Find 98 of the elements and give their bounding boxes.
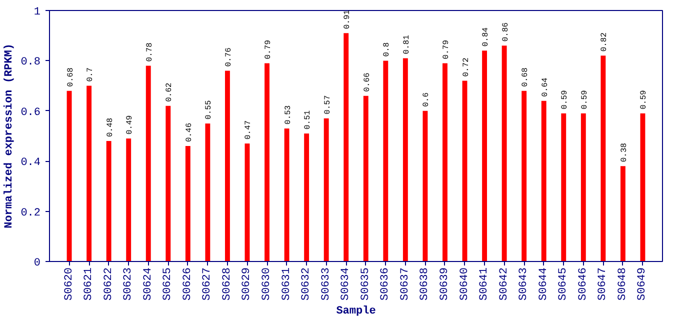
y-tick-label: 1 xyxy=(34,6,41,18)
y-tick-label: 0 xyxy=(34,258,41,270)
x-tick-label: S0642 xyxy=(498,267,510,301)
x-tick-label: S0633 xyxy=(320,267,332,301)
data-label: 0.78 xyxy=(145,42,154,62)
y-tick-label: 0.6 xyxy=(20,106,41,119)
data-label: 0.7 xyxy=(86,67,96,82)
x-tick-label: S0643 xyxy=(518,267,530,301)
bar xyxy=(166,106,171,262)
x-tick-label: S0646 xyxy=(577,267,590,301)
data-label: 0.91 xyxy=(343,10,352,30)
bar xyxy=(462,80,468,262)
data-label: 0.8 xyxy=(382,42,392,57)
x-tick-label: S0622 xyxy=(102,267,115,301)
data-label: 0.46 xyxy=(184,122,194,142)
bar xyxy=(284,128,290,262)
x-tick-label: S0637 xyxy=(399,267,412,301)
bar xyxy=(86,86,92,262)
x-tick-label: S0649 xyxy=(636,267,649,301)
bar xyxy=(640,113,646,262)
bar xyxy=(126,138,132,262)
bar xyxy=(363,96,368,262)
x-tick-label: S0635 xyxy=(360,267,372,301)
bar xyxy=(620,166,626,262)
bar xyxy=(146,66,151,262)
bar xyxy=(106,141,112,262)
data-label: 0.82 xyxy=(600,32,610,52)
data-label: 0.49 xyxy=(126,115,135,135)
x-tick-label: S0630 xyxy=(261,267,274,301)
x-tick-label: S0638 xyxy=(419,267,432,301)
data-label: 0.66 xyxy=(362,72,372,92)
bar xyxy=(482,50,488,262)
x-tick-label: S0629 xyxy=(241,267,254,301)
bar xyxy=(402,58,408,262)
x-tick-label: S0644 xyxy=(538,267,550,301)
data-label: 0.81 xyxy=(402,34,412,54)
data-label: 0.48 xyxy=(106,118,115,138)
data-label: 0.62 xyxy=(165,82,174,102)
bar xyxy=(244,144,250,262)
x-axis-title: Sample xyxy=(336,306,376,318)
data-label: 0.53 xyxy=(284,105,293,124)
y-axis-title: Normalized expression (RPKM) xyxy=(4,44,16,228)
x-tick-label: S0640 xyxy=(458,267,471,301)
x-tick-label: S0639 xyxy=(438,267,451,301)
data-label: 0.38 xyxy=(620,142,629,162)
x-tick-label: S0634 xyxy=(340,267,352,301)
bar xyxy=(224,70,230,262)
y-tick-label: 0.4 xyxy=(20,157,41,170)
data-label: 0.59 xyxy=(560,90,570,110)
bar xyxy=(344,33,349,262)
x-tick-label: S0631 xyxy=(280,267,293,301)
x-tick-label: S0623 xyxy=(122,267,135,301)
bar xyxy=(66,90,72,262)
data-label: 0.68 xyxy=(66,67,76,87)
bar xyxy=(185,146,190,262)
bar xyxy=(580,113,586,262)
data-label: 0.68 xyxy=(521,67,530,87)
bar xyxy=(442,63,448,262)
data-label: 0.64 xyxy=(540,77,550,97)
data-label: 0.79 xyxy=(264,40,274,60)
x-tick-label: S0641 xyxy=(478,267,491,301)
bar xyxy=(264,63,270,262)
y-tick-label: 0.2 xyxy=(20,207,41,220)
y-tick-label: 0.8 xyxy=(20,56,41,69)
data-label: 0.59 xyxy=(640,90,649,110)
bar xyxy=(600,56,606,262)
bar xyxy=(502,46,507,262)
x-tick-label: S0628 xyxy=(221,267,234,301)
data-label: 0.51 xyxy=(304,110,313,130)
x-tick-label: S0636 xyxy=(380,267,392,301)
bar xyxy=(422,110,428,262)
bar xyxy=(304,133,310,262)
bar xyxy=(324,118,329,262)
bar xyxy=(522,90,527,262)
data-label: 0.84 xyxy=(482,27,491,47)
x-tick-label: S0621 xyxy=(83,267,96,301)
data-label: 0.86 xyxy=(501,22,510,42)
data-label: 0.6 xyxy=(422,92,432,107)
x-tick-label: S0648 xyxy=(616,267,629,301)
x-tick-label: S0625 xyxy=(162,267,174,301)
bar xyxy=(561,113,566,262)
data-label: 0.79 xyxy=(442,40,451,60)
x-tick-label: S0645 xyxy=(558,267,570,301)
x-tick-label: S0627 xyxy=(202,267,214,301)
data-label: 0.57 xyxy=(323,95,332,114)
bar xyxy=(383,60,388,262)
bar xyxy=(541,100,546,262)
data-label: 0.76 xyxy=(224,47,234,67)
x-tick-label: S0647 xyxy=(597,267,610,301)
data-label: 0.47 xyxy=(244,120,254,140)
bar xyxy=(205,123,210,262)
data-label: 0.72 xyxy=(462,57,471,77)
data-label: 0.59 xyxy=(580,90,590,110)
data-label: 0.55 xyxy=(204,100,214,120)
x-tick-label: S0626 xyxy=(182,267,194,301)
x-tick-label: S0624 xyxy=(142,267,154,301)
x-tick-label: S0620 xyxy=(63,267,76,301)
x-tick-label: S0632 xyxy=(300,267,313,301)
